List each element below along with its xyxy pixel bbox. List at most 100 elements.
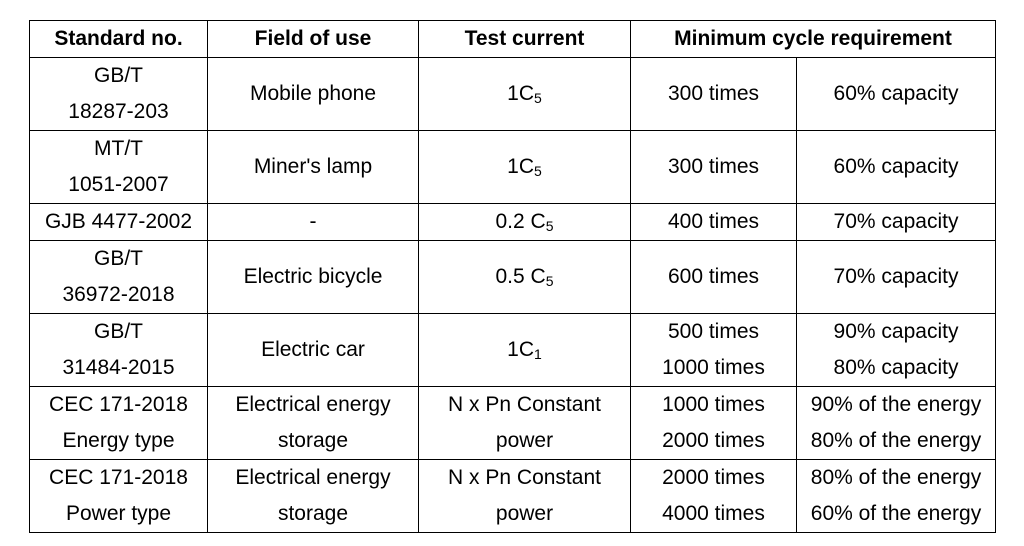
cell-current: N x Pn Constant power	[418, 459, 631, 533]
header-standard: Standard no.	[29, 20, 208, 58]
capacity-line: 90% of the energy	[810, 393, 982, 416]
cell-current: 0.2 C5	[418, 203, 631, 241]
cycles-line: 600 times	[667, 265, 760, 288]
standard-line: 1051-2007	[68, 173, 169, 196]
cycles-line: 4000 times	[662, 502, 765, 525]
standard-line: CEC 171-2018	[49, 393, 188, 416]
current-sub: 5	[534, 90, 542, 106]
cell-cycles: 600 times	[630, 240, 797, 314]
cycles-line: 2000 times	[662, 429, 765, 452]
field-line: storage	[277, 429, 349, 452]
field-line: storage	[277, 502, 349, 525]
field-line: Electrical energy	[235, 393, 391, 416]
current-base: 1C	[507, 155, 535, 178]
table-row: CEC 171-2018 Energy type Electrical ener…	[29, 386, 996, 460]
cell-cycles: 1000 times 2000 times	[630, 386, 797, 460]
cell-current: N x Pn Constant power	[418, 386, 631, 460]
cell-capacity: 70% capacity	[796, 240, 996, 314]
table-row: GB/T 36972-2018 Electric bicycle 0.5 C5 …	[29, 240, 996, 314]
cell-field: Electrical energy storage	[207, 459, 419, 533]
cell-standard: MT/T 1051-2007	[29, 130, 208, 204]
capacity-line: 60% capacity	[833, 155, 959, 178]
standard-line: 31484-2015	[62, 356, 175, 379]
table-row: MT/T 1051-2007 Miner's lamp 1C5 300 time…	[29, 130, 996, 204]
cell-standard: GB/T 18287-203	[29, 57, 208, 131]
cycles-line: 300 times	[667, 82, 760, 105]
cell-current: 1C5	[418, 130, 631, 204]
standard-line: GJB 4477-2002	[44, 210, 193, 233]
capacity-line: 80% of the energy	[810, 429, 982, 452]
capacity-line: 60% capacity	[833, 82, 959, 105]
field-line: Electric bicycle	[243, 265, 383, 288]
field-line: Miner's lamp	[253, 155, 373, 178]
header-cycle: Minimum cycle requirement	[630, 20, 996, 58]
current-base: 1C	[507, 82, 535, 105]
cell-field: Electric car	[207, 313, 419, 387]
current-sub: 1	[534, 346, 542, 362]
standard-line: Power type	[65, 502, 172, 525]
standard-line: 18287-203	[68, 100, 169, 123]
header-row: Standard no. Field of use Test current M…	[29, 20, 996, 58]
cycles-line: 2000 times	[662, 466, 765, 489]
cycles-line: 400 times	[667, 210, 760, 233]
current-sub: 5	[534, 163, 542, 179]
cell-cycles: 500 times 1000 times	[630, 313, 797, 387]
standard-line: CEC 171-2018	[49, 466, 188, 489]
standard-line: MT/T	[94, 137, 143, 160]
cell-capacity: 90% of the energy 80% of the energy	[796, 386, 996, 460]
capacity-line: 70% capacity	[833, 265, 959, 288]
cycles-line: 1000 times	[662, 356, 765, 379]
cell-standard: GB/T 36972-2018	[29, 240, 208, 314]
standard-line: 36972-2018	[62, 283, 175, 306]
standards-table: Standard no. Field of use Test current M…	[29, 20, 996, 533]
cell-capacity: 60% capacity	[796, 57, 996, 131]
cell-capacity: 60% capacity	[796, 130, 996, 204]
header-field: Field of use	[207, 20, 419, 58]
cycles-line: 500 times	[667, 320, 760, 343]
cell-standard: CEC 171-2018 Power type	[29, 459, 208, 533]
cell-cycles: 300 times	[630, 57, 797, 131]
cell-field: Electric bicycle	[207, 240, 419, 314]
standard-line: GB/T	[93, 320, 143, 343]
cell-cycles: 2000 times 4000 times	[630, 459, 797, 533]
cell-current: 1C5	[418, 57, 631, 131]
table-row: GB/T 18287-203 Mobile phone 1C5 300 time…	[29, 57, 996, 131]
capacity-line: 60% of the energy	[810, 502, 982, 525]
capacity-line: 80% capacity	[833, 356, 959, 379]
field-line: Electric car	[261, 338, 365, 361]
field-line: -	[309, 210, 317, 233]
current-base: 0.5 C	[495, 265, 546, 288]
current-line2: power	[495, 502, 554, 525]
cell-field: Electrical energy storage	[207, 386, 419, 460]
capacity-line: 80% of the energy	[810, 466, 982, 489]
header-current: Test current	[418, 20, 631, 58]
cycles-line: 300 times	[667, 155, 760, 178]
standard-line: GB/T	[93, 64, 143, 87]
field-line: Mobile phone	[249, 82, 377, 105]
current-sub: 5	[545, 218, 554, 234]
standard-line: GB/T	[93, 247, 143, 270]
current-base: 1C	[507, 338, 535, 361]
cell-current: 1C1	[418, 313, 631, 387]
current-base: N x Pn Constant	[448, 393, 601, 416]
current-base: 0.2 C	[495, 210, 546, 233]
cell-cycles: 300 times	[630, 130, 797, 204]
cell-capacity: 90% capacity 80% capacity	[796, 313, 996, 387]
cell-field: Mobile phone	[207, 57, 419, 131]
cell-capacity: 70% capacity	[796, 203, 996, 241]
cell-current: 0.5 C5	[418, 240, 631, 314]
capacity-line: 70% capacity	[833, 210, 959, 233]
current-line2: power	[495, 429, 554, 452]
cell-standard: GJB 4477-2002	[29, 203, 208, 241]
table-row: CEC 171-2018 Power type Electrical energ…	[29, 459, 996, 533]
current-base: N x Pn Constant	[448, 466, 601, 489]
cell-standard: GB/T 31484-2015	[29, 313, 208, 387]
cell-field: Miner's lamp	[207, 130, 419, 204]
table-row: GB/T 31484-2015 Electric car 1C1 500 tim…	[29, 313, 996, 387]
current-sub: 5	[545, 273, 554, 289]
table-row: GJB 4477-2002 - 0.2 C5 400 times 70% cap…	[29, 203, 996, 241]
field-line: Electrical energy	[235, 466, 391, 489]
cell-cycles: 400 times	[630, 203, 797, 241]
capacity-line: 90% capacity	[833, 320, 959, 343]
cell-field: -	[207, 203, 419, 241]
